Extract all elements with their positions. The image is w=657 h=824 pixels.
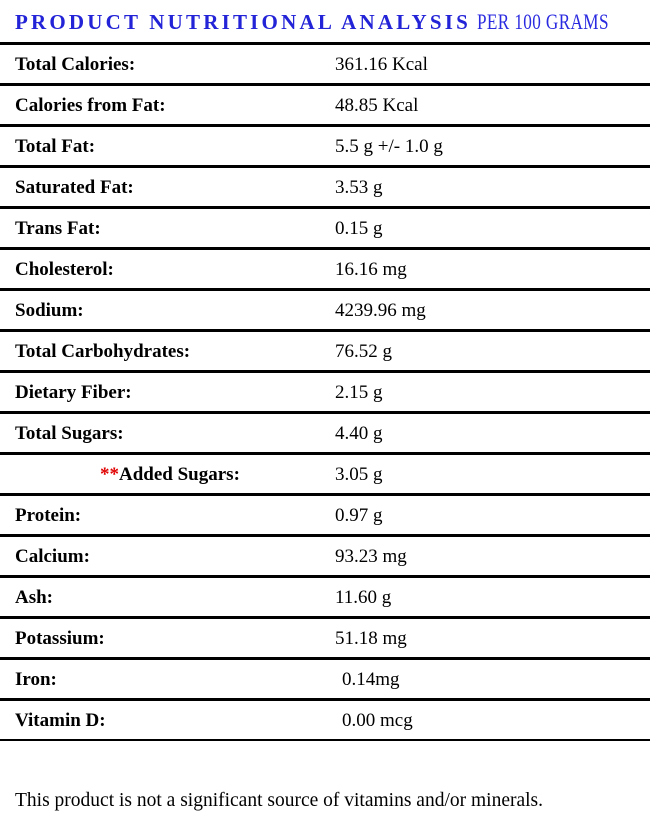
page-title: PRODUCT NUTRITIONAL ANALYSIS: [15, 10, 472, 34]
nutrition-table: Total Calories: 361.16 Kcal Calories fro…: [0, 42, 650, 741]
table-row: Potassium: 51.18 mg: [0, 619, 650, 660]
nutrient-value: 361.16 Kcal: [335, 53, 428, 75]
nutrient-value: 48.85 Kcal: [335, 94, 419, 116]
nutrient-value: 0.14mg: [342, 668, 400, 690]
table-row: Total Carbohydrates: 76.52 g: [0, 332, 650, 373]
nutrient-value: 4239.96 mg: [335, 299, 426, 321]
nutrient-value: 93.23 mg: [335, 545, 407, 567]
nutrient-label-text: Dietary Fiber:: [15, 381, 132, 403]
nutrient-label: Trans Fat:: [0, 219, 335, 238]
nutrient-label-text: Sodium:: [15, 299, 84, 321]
table-row: Calories from Fat: 48.85 Kcal: [0, 86, 650, 127]
nutrient-label-text: Potassium:: [15, 627, 105, 649]
nutrient-value: 16.16 mg: [335, 258, 407, 280]
table-row: Iron: 0.14mg: [0, 660, 650, 701]
table-row: **Added Sugars: 3.05 g: [0, 455, 650, 496]
nutrient-value: 5.5 g +/- 1.0 g: [335, 135, 443, 157]
nutrient-value: 4.40 g: [335, 422, 383, 444]
nutrient-label-text: Total Calories:: [15, 53, 136, 75]
nutrient-label-text: Total Sugars:: [15, 422, 124, 444]
nutrient-label-text: Added Sugars:: [119, 463, 240, 485]
nutrient-value: 51.18 mg: [335, 627, 407, 649]
nutrient-label: Calories from Fat:: [0, 96, 335, 115]
nutrient-label-text: Calcium:: [15, 545, 90, 567]
nutrient-label: Ash:: [0, 588, 335, 607]
table-row: Ash: 11.60 g: [0, 578, 650, 619]
nutrient-value: 0.00 mcg: [342, 709, 413, 731]
nutrient-label: Sodium:: [0, 301, 335, 320]
nutrient-label: Dietary Fiber:: [0, 383, 335, 402]
nutrient-label-text: Vitamin D:: [15, 709, 106, 731]
table-row: Total Calories: 361.16 Kcal: [0, 45, 650, 86]
footnote: This product is not a significant source…: [15, 790, 544, 811]
nutrient-label-text: Total Fat:: [15, 135, 96, 157]
table-row: Trans Fat: 0.15 g: [0, 209, 650, 250]
nutrient-label: Calcium:: [0, 547, 335, 566]
nutrient-label: Potassium:: [0, 629, 335, 648]
added-sugars-asterisks: **: [100, 463, 119, 485]
table-row: Protein: 0.97 g: [0, 496, 650, 537]
nutrient-label: Total Carbohydrates:: [0, 342, 335, 361]
sheet-title: PRODUCT NUTRITIONAL ANALYSIS PER 100 GRA…: [0, 0, 657, 42]
nutrient-value: 0.97 g: [335, 504, 383, 526]
nutrient-label: Protein:: [0, 506, 335, 525]
nutrient-label: Total Sugars:: [0, 424, 335, 443]
nutrient-label-text: Calories from Fat:: [15, 94, 166, 116]
nutrient-label-text: Saturated Fat:: [15, 176, 134, 198]
nutrient-value: 2.15 g: [335, 381, 383, 403]
table-row: Cholesterol: 16.16 mg: [0, 250, 650, 291]
nutrient-label: Iron:: [0, 670, 335, 689]
page-title-suffix: PER 100 GRAMS: [477, 9, 609, 34]
nutrient-label: Total Fat:: [0, 137, 335, 156]
nutrient-value: 0.15 g: [335, 217, 383, 239]
table-row: Calcium: 93.23 mg: [0, 537, 650, 578]
nutrient-label-text: Iron:: [15, 668, 57, 690]
table-row: Total Sugars: 4.40 g: [0, 414, 650, 455]
table-row: Dietary Fiber: 2.15 g: [0, 373, 650, 414]
nutrient-label: Saturated Fat:: [0, 178, 335, 197]
nutrient-label-text: Total Carbohydrates:: [15, 340, 191, 362]
table-row: Vitamin D: 0.00 mcg: [0, 701, 650, 741]
table-row: Saturated Fat: 3.53 g: [0, 168, 650, 209]
nutrient-value: 76.52 g: [335, 340, 392, 362]
nutrient-label-text: Cholesterol:: [15, 258, 114, 280]
nutrient-label-text: Ash:: [15, 586, 54, 608]
nutrient-label: Vitamin D:: [0, 711, 335, 730]
nutrient-label: Cholesterol:: [0, 260, 335, 279]
nutrient-value: 3.53 g: [335, 176, 383, 198]
nutrient-label: **Added Sugars:: [0, 465, 335, 484]
nutrient-value: 3.05 g: [335, 463, 383, 485]
nutrient-value: 11.60 g: [335, 586, 392, 608]
nutrient-label-text: Protein:: [15, 504, 82, 526]
table-row: Sodium: 4239.96 mg: [0, 291, 650, 332]
table-row: Total Fat: 5.5 g +/- 1.0 g: [0, 127, 650, 168]
nutrient-label-text: Trans Fat:: [15, 217, 101, 239]
nutrient-label: Total Calories:: [0, 55, 335, 74]
